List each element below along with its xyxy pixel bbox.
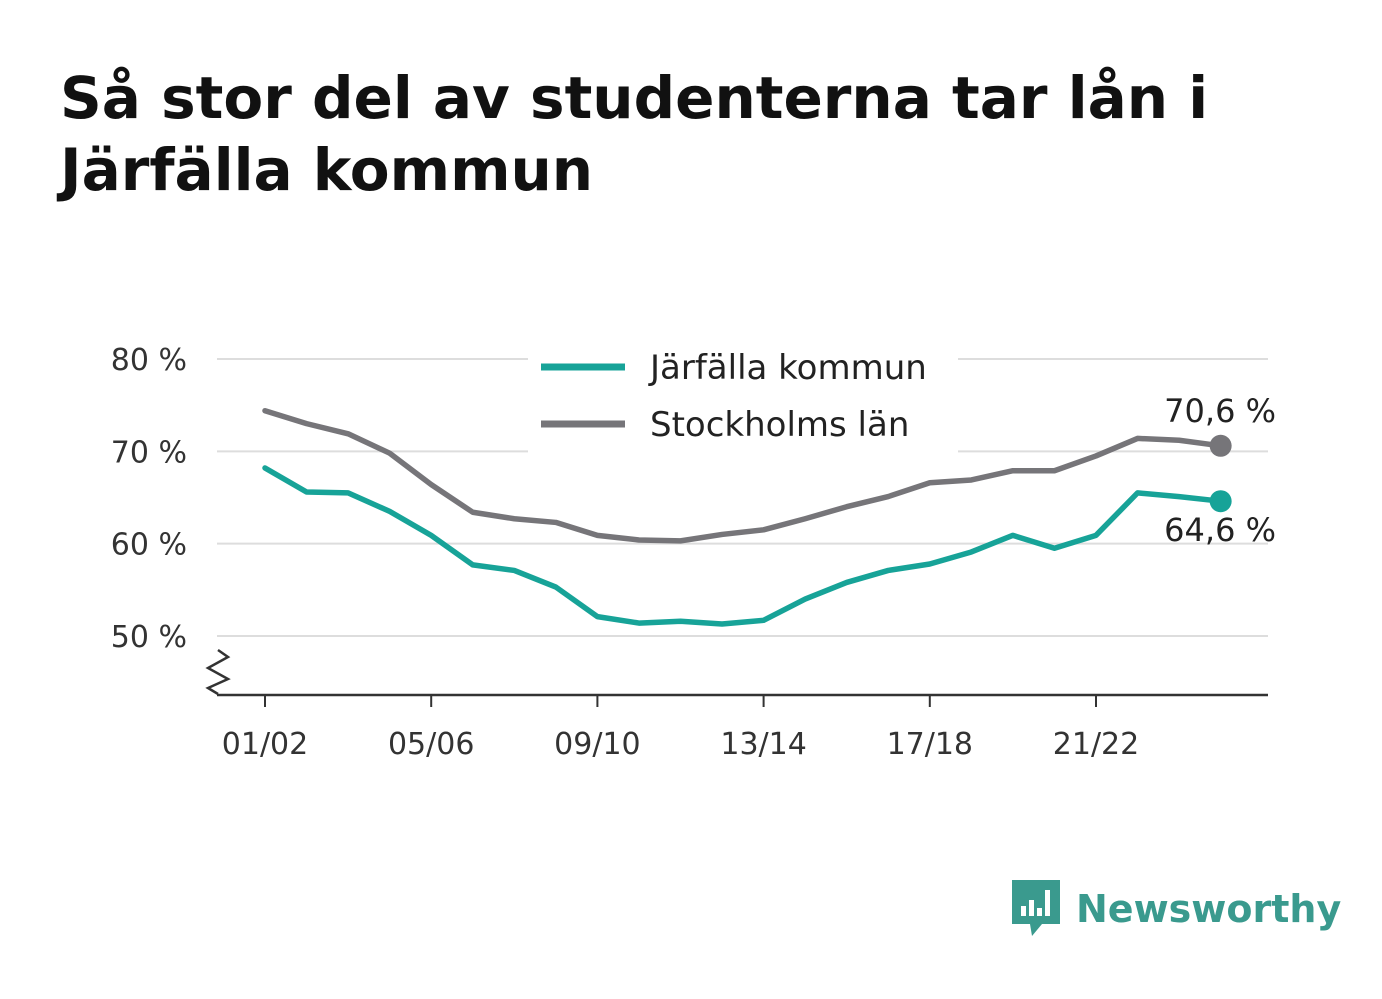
series-end-point: [1209, 490, 1232, 513]
y-axis-ticks: 50 % 60 % 70 % 80 %: [111, 343, 187, 655]
x-tick-label: 13/14: [720, 727, 806, 762]
x-tick-label: 09/10: [554, 727, 640, 762]
y-tick-label: 70 %: [111, 435, 187, 470]
axis-break-icon: [205, 648, 231, 696]
legend-label: Järfälla kommun: [648, 348, 927, 388]
x-axis: [205, 648, 1268, 697]
y-tick-label: 80 %: [111, 343, 187, 378]
series-line: [262, 465, 1224, 627]
legend-background: [528, 340, 958, 455]
legend-label: Stockholms län: [650, 405, 909, 445]
x-tick-label: 01/02: [222, 727, 308, 762]
x-tick-label: 21/22: [1053, 727, 1139, 762]
x-tick-label: 17/18: [887, 727, 973, 762]
end-labels: 64,6 % 70,6 %: [1164, 392, 1276, 549]
series-end-point: [1209, 434, 1232, 457]
end-value-label: 64,6 %: [1164, 511, 1276, 549]
legend: Järfälla kommun Stockholms län: [528, 340, 958, 455]
series-line: [262, 407, 1224, 544]
series-lines: [262, 407, 1232, 627]
y-tick-label: 50 %: [111, 620, 187, 655]
x-tick-label: 05/06: [388, 727, 474, 762]
brand-logo: Newsworthy: [1010, 878, 1341, 940]
end-value-label: 70,6 %: [1164, 392, 1276, 430]
brand-name: Newsworthy: [1076, 887, 1342, 931]
newsworthy-logo-icon: [1012, 880, 1060, 936]
y-tick-label: 60 %: [111, 528, 187, 563]
x-axis-ticks: 01/02 05/06 09/10 13/14 17/18 21/22: [222, 695, 1139, 762]
chart-title: Så stor del av studenterna tar lån i Jär…: [60, 64, 1209, 204]
